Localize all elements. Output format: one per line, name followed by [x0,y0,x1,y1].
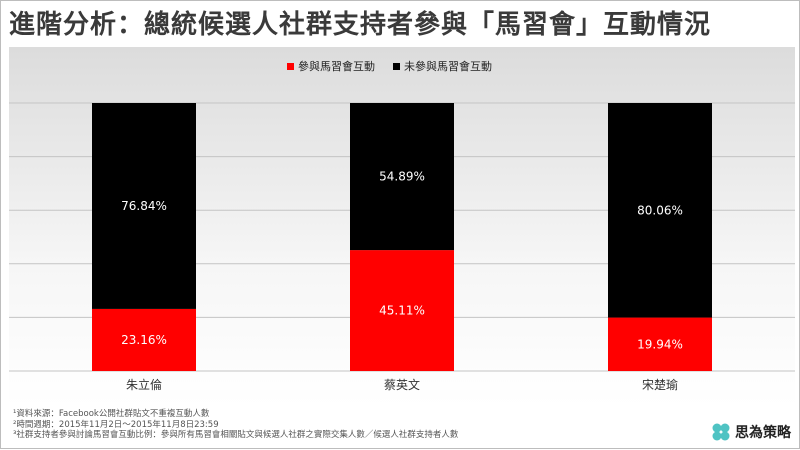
legend-item-participated: 參與馬習會互動 [287,58,375,74]
data-label: 76.84% [121,199,167,213]
bar-segment-not-participated [608,103,712,318]
brand-logo: 思為策略 [711,421,791,443]
bar-segment-participated [608,317,712,371]
bar-segment-not-participated [92,103,196,309]
legend-swatch-black [393,62,400,70]
legend: 參與馬習會互動 未參與馬習會互動 [287,57,492,75]
x-tick-label: 宋楚瑜 [642,377,678,392]
bar-segment-participated [350,250,454,371]
data-label: 54.89% [379,170,425,184]
bar-segment-not-participated [350,103,454,251]
footnote-period: ²時間週期：2015年11月2日～2015年11月8日23:59 [13,419,219,430]
data-label: 23.16% [121,333,167,347]
footnotes: ¹資料來源：Facebook公開社群貼文不重複互動人數 ²時間週期：2015年1… [13,409,573,441]
bar-segment-participated [92,308,196,371]
legend-swatch-red [287,62,294,70]
data-label: 80.06% [637,203,683,217]
four-leaf-clover-icon [712,423,730,441]
footnote-definition: ³社群支持者參與討論馬習會互動比例：參與所有馬習會相關貼文與候選人社群之實際交集… [13,430,459,440]
x-tick-label: 蔡英文 [384,377,420,392]
footnote-source: ¹資料來源：Facebook公開社群貼文不重複互動人數 [13,409,210,419]
legend-label: 未參與馬習會互動 [404,60,492,73]
page-title: 進階分析：總統候選人社群支持者參與「馬習會」互動情況 [9,10,712,40]
data-label: 45.11% [379,304,425,318]
data-label: 19.94% [637,337,683,351]
legend-item-not-participated: 未參與馬習會互動 [393,58,492,74]
x-tick-label: 朱立倫 [126,377,162,392]
brand-name: 思為策略 [735,425,791,441]
legend-label: 參與馬習會互動 [298,60,375,73]
